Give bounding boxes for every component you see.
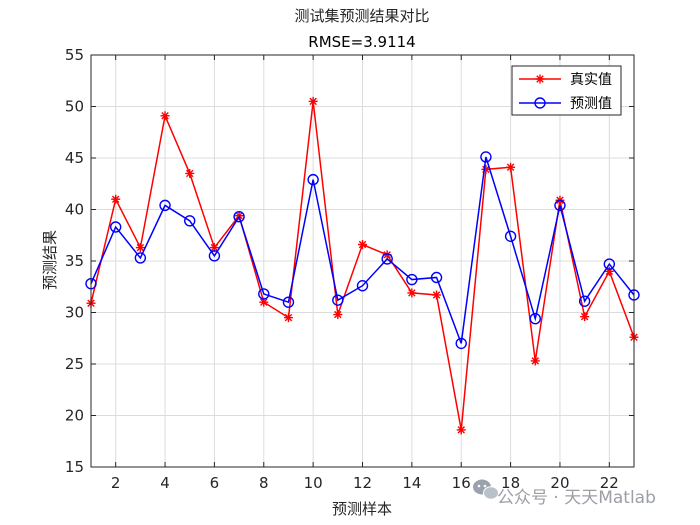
data-point [358,240,367,250]
chart-subtitle: RMSE=3.9114 [308,33,415,51]
x-tick-label: 18 [501,474,520,492]
y-axis-label: 预测结果 [41,230,59,290]
y-tick-label: 25 [65,355,84,373]
data-point [283,313,293,323]
data-point [233,211,245,223]
data-point [356,280,369,292]
y-tick-label: 15 [65,458,84,476]
data-point [381,253,393,265]
data-point [159,199,171,212]
wechat-icon [473,479,499,500]
data-point [480,151,492,163]
y-tick-label: 20 [65,407,84,425]
data-point [456,425,466,435]
legend-box [511,65,622,116]
y-tick-label: 35 [65,252,84,270]
data-point [184,215,196,227]
y-tick-label: 55 [65,46,84,64]
legend-entry: 预测值 [519,96,612,112]
data-point [506,162,516,172]
x-tick-label: 12 [353,474,372,492]
data-point [332,294,344,306]
x-tick-label: 4 [160,474,170,492]
watermark-text: 公众号 · 天天Matlab [497,488,656,508]
x-tick-label: 22 [600,474,619,492]
x-tick-label: 6 [210,474,220,492]
data-point [111,194,121,204]
data-point [580,312,590,322]
data-point [554,199,566,212]
data-point [308,96,318,106]
legend-label: 预测值 [570,96,612,112]
y-tick-label: 50 [65,98,84,116]
data-point [282,296,295,308]
x-tick-label: 20 [550,474,569,492]
x-axis-label: 预测样本 [332,500,392,518]
legend-marker [534,97,546,109]
data-point [134,252,147,264]
data-point [504,230,517,242]
axis-ticks: 2 4 6 8 10 12 14 16 18 20 22 15 20 25 30 35 40 45 50 55 [65,46,634,492]
data-point [455,337,467,350]
series-line [90,156,635,344]
chart-title: 测试集预测结果对比 [294,7,429,25]
x-tick-label: 10 [304,474,323,492]
y-tick-label: 40 [65,201,84,219]
grid [91,54,634,468]
legend-marker [535,74,545,84]
y-tick-label: 45 [65,149,84,167]
data-point [185,168,195,178]
data-point [430,271,443,284]
y-tick-label: 30 [65,304,84,322]
data-point [109,221,122,233]
x-tick-label: 14 [402,474,421,492]
data-point [160,111,170,121]
data-point [208,250,221,262]
x-tick-label: 8 [259,474,269,492]
data-point [530,356,540,366]
data-point [307,173,319,186]
x-tick-label: 2 [111,474,121,492]
data-point [258,288,270,300]
data-point [259,297,269,307]
data-point [135,243,145,253]
series-2 [85,151,640,350]
watermark: 公众号 · 天天Matlab [473,479,656,508]
data-point [406,273,418,286]
data-point [407,288,417,298]
data-point [333,310,343,320]
legend-label: 真实值 [570,72,612,88]
x-tick-label: 16 [452,474,471,492]
data-point [432,290,442,300]
data-point [529,312,541,325]
data-point [578,295,591,307]
data-point [603,258,616,270]
legend-entry: 真实值 [519,72,612,88]
